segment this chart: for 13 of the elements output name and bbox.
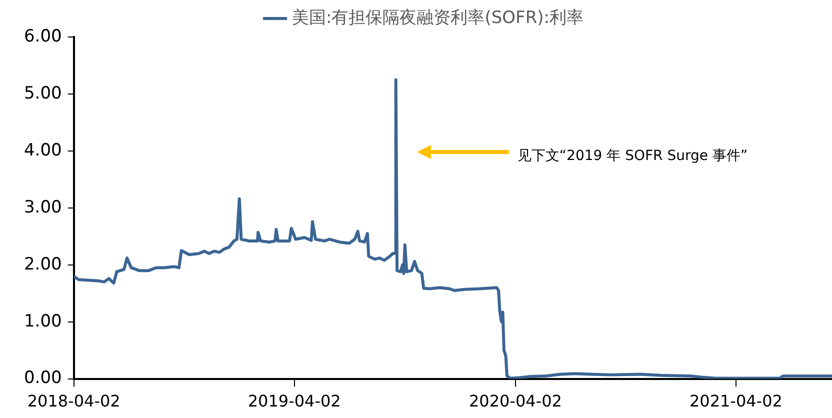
y-tick-label: 6.00: [24, 26, 62, 46]
y-tick-label: 5.00: [24, 83, 62, 104]
legend-label: 美国:有担保隔夜融资利率(SOFR):利率: [292, 8, 584, 28]
y-tick-label: 4.00: [24, 140, 62, 160]
y-tick-label: 1.00: [24, 311, 62, 332]
y-tick-label: 2.00: [24, 254, 62, 274]
x-tick-label: 2021-04-02: [689, 392, 782, 411]
x-tick-label: 2019-04-02: [248, 392, 341, 411]
y-tick-label: 0.00: [24, 368, 62, 388]
y-tick-label: 3.00: [24, 197, 62, 218]
annotation: 见下文“2019 年 SOFR Surge 事件”: [517, 148, 748, 164]
x-tick-label: 2018-04-02: [27, 392, 120, 411]
x-tick-label: 2020-04-02: [468, 392, 562, 411]
